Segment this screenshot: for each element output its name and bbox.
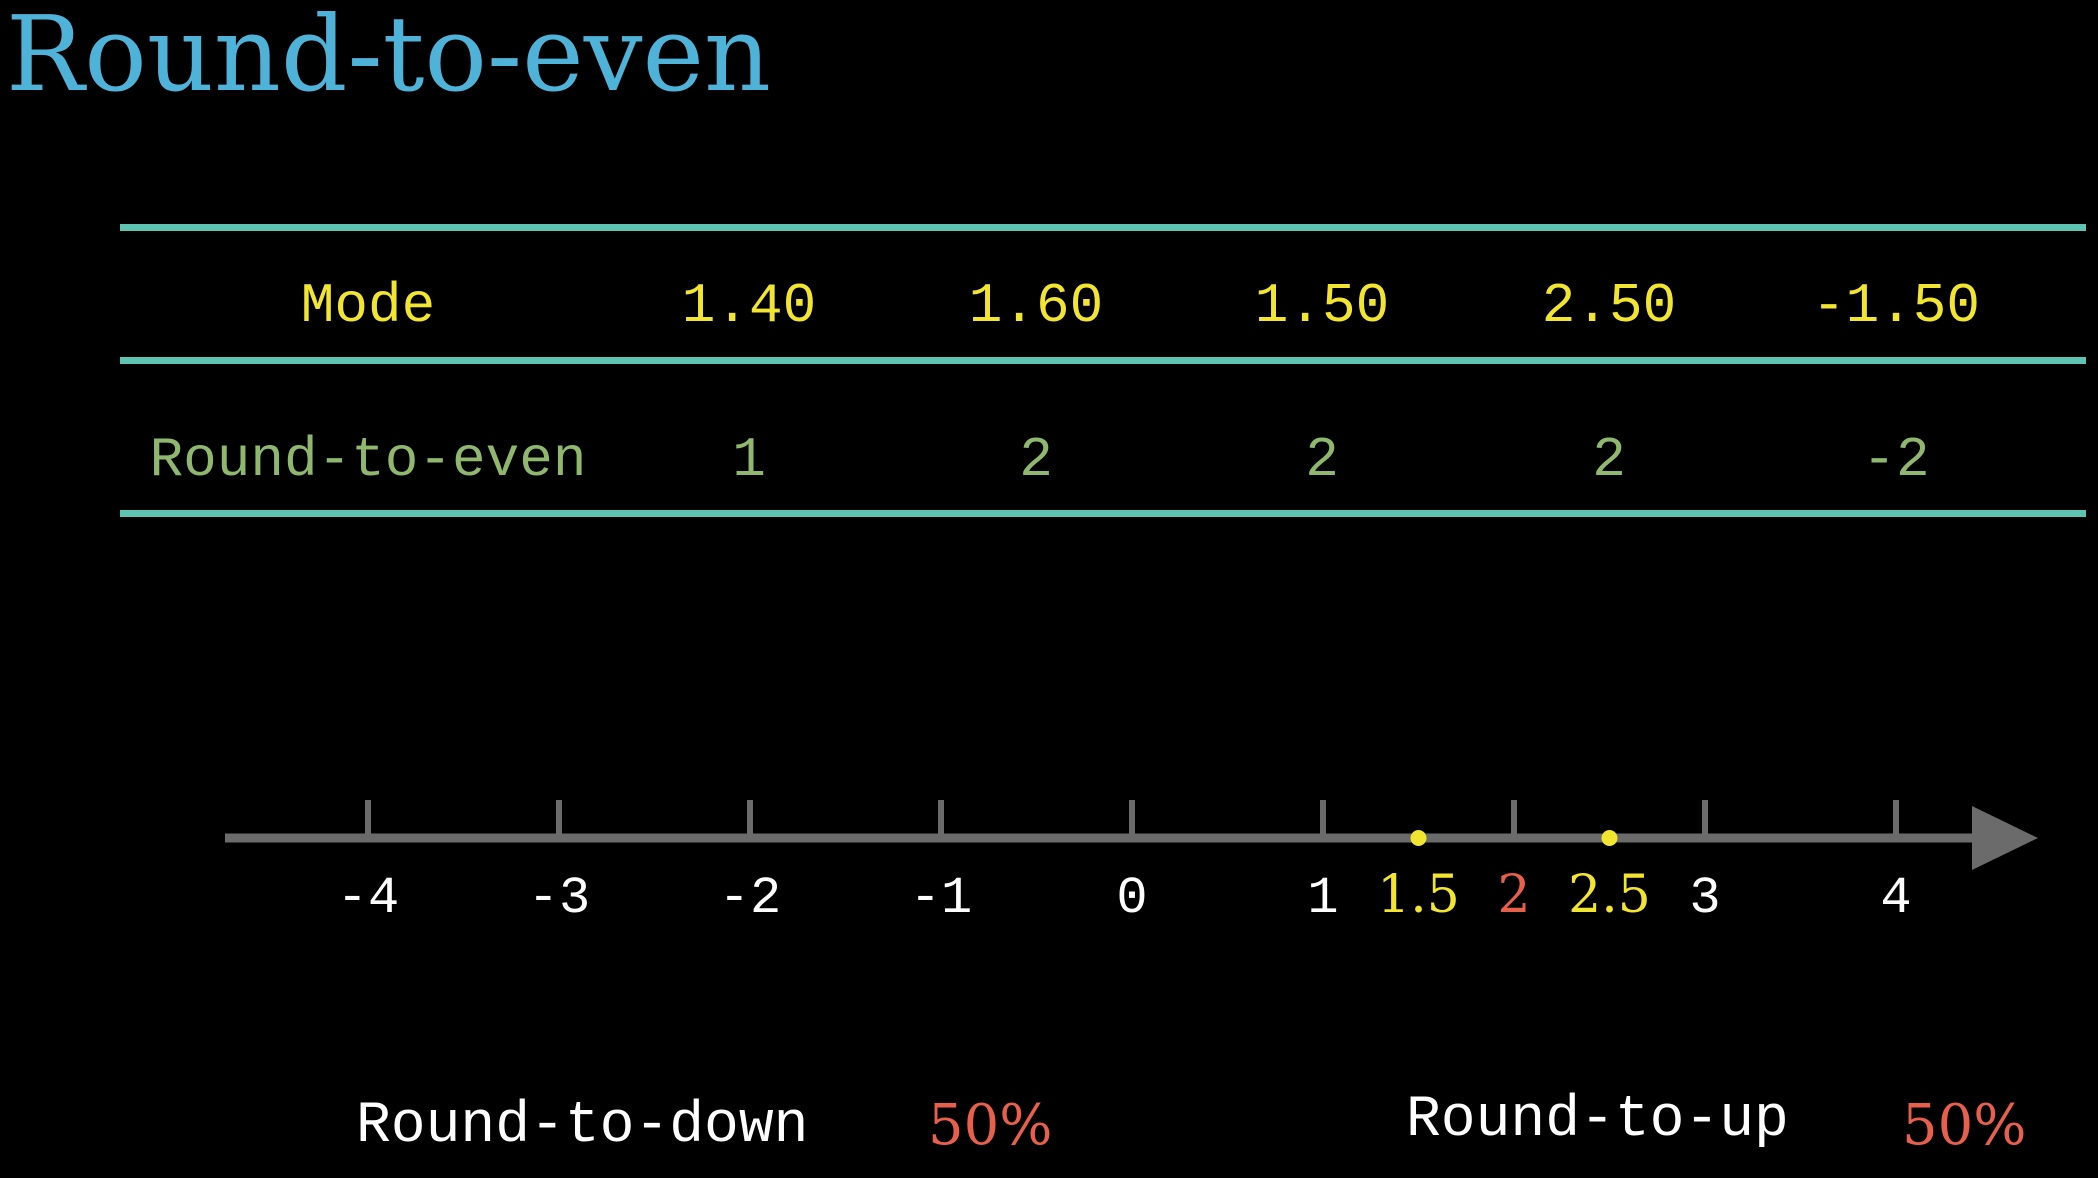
header-cell-value: -1.50 — [1811, 274, 1981, 338]
header-cell-value: 1.40 — [681, 274, 817, 338]
row-cell-result: 2 — [1305, 428, 1339, 492]
tick-label: -4 — [337, 869, 399, 928]
header-cell-mode: Mode — [300, 274, 436, 338]
header-cell-value: 1.60 — [968, 274, 1104, 338]
value-point — [1410, 830, 1427, 846]
header-cell-value: 1.50 — [1254, 274, 1390, 338]
point-label: 2.5 — [1568, 865, 1651, 925]
tick-label: -3 — [528, 869, 590, 928]
tick-label: 2 — [1497, 865, 1530, 925]
tick-label: 0 — [1116, 869, 1147, 928]
round-to-up-percent: 50% — [1902, 1093, 2027, 1158]
round-to-up-label: Round-to-up — [1406, 1088, 1789, 1153]
header-cell-value: 2.50 — [1541, 274, 1677, 338]
point-label: 1.5 — [1377, 865, 1460, 925]
table-header-rule — [120, 357, 2086, 364]
value-point — [1601, 830, 1618, 846]
tick-label: 4 — [1880, 869, 1911, 928]
tick-label: -1 — [910, 869, 972, 928]
table-bottom-rule — [120, 510, 2086, 517]
round-to-down-percent: 50% — [928, 1093, 1053, 1158]
round-to-down-label: Round-to-down — [356, 1094, 809, 1159]
row-cell-result: 2 — [1019, 428, 1053, 492]
tick-label: 3 — [1689, 869, 1720, 928]
tick-label: -2 — [719, 869, 781, 928]
table-top-rule — [120, 224, 2086, 231]
axis-arrowhead — [1972, 806, 2038, 870]
row-cell-mode: Round-to-even — [149, 428, 587, 492]
row-cell-result: 2 — [1592, 428, 1626, 492]
row-cell-result: 1 — [732, 428, 766, 492]
tick-label: 1 — [1307, 869, 1338, 928]
slide-title: Round-to-even — [6, 0, 771, 115]
row-cell-result: -2 — [1862, 428, 1930, 492]
